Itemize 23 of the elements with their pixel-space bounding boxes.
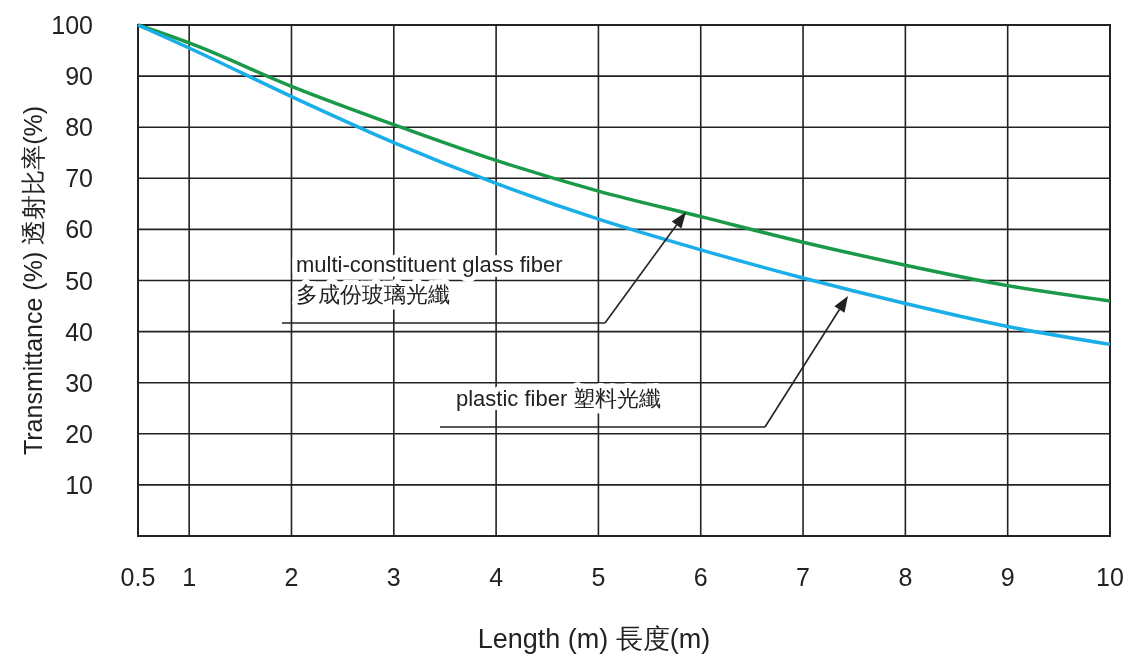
y-tick-label: 20 — [65, 419, 93, 448]
y-tick-label: 90 — [65, 62, 93, 91]
y-tick-label: 80 — [65, 113, 93, 142]
x-tick-label: 7 — [796, 563, 811, 591]
x-axis-title: Length (m) 長度(m) — [477, 624, 711, 654]
x-tick-label: 1 — [182, 563, 197, 591]
x-tick-label: 3 — [386, 563, 401, 591]
y-tick-label: 50 — [65, 266, 93, 295]
x-tick-label: 8 — [898, 563, 913, 591]
x-tick-label: 5 — [591, 563, 606, 591]
x-tick-label: 2 — [284, 563, 299, 591]
y-tick-label: 30 — [65, 368, 93, 397]
y-tick-label: 60 — [65, 215, 93, 244]
x-tick-label: 4 — [489, 563, 504, 591]
x-tick-label: 9 — [1000, 563, 1015, 591]
y-tick-label: 100 — [51, 11, 93, 39]
y-tick-label: 10 — [65, 470, 93, 499]
y-axis-title: Transmittance (%) 透射比率(%) — [19, 105, 47, 456]
x-tick-label: 10 — [1096, 563, 1124, 591]
x-tick-label: 0.5 — [120, 563, 156, 591]
y-tick-label: 70 — [65, 164, 93, 193]
y-tick-label: 40 — [65, 317, 93, 346]
x-tick-label: 6 — [693, 563, 708, 591]
